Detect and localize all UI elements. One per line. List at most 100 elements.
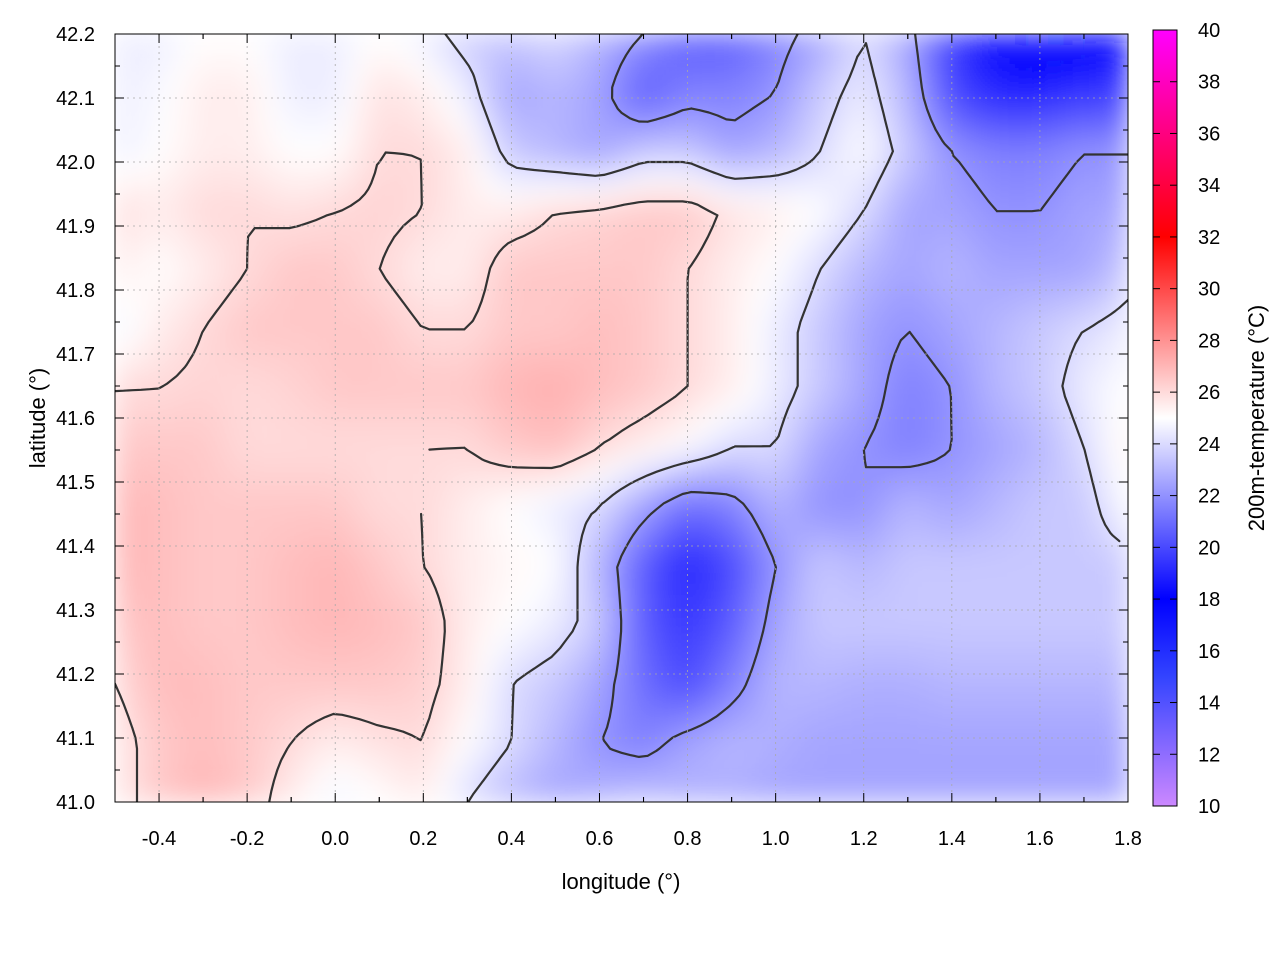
field-cell xyxy=(764,74,777,90)
field-cell xyxy=(378,664,391,680)
field-cell xyxy=(984,280,997,296)
field-cell xyxy=(565,664,578,680)
field-cell xyxy=(598,102,611,117)
field-cell xyxy=(731,60,744,76)
field-cell xyxy=(1050,225,1063,241)
field-cell xyxy=(1050,691,1063,707)
field-cell xyxy=(676,225,689,241)
field-cell xyxy=(621,390,634,405)
field-cell xyxy=(147,746,160,762)
field-cell xyxy=(764,760,777,776)
field-cell xyxy=(136,252,149,268)
field-cell xyxy=(422,74,435,90)
field-cell xyxy=(367,623,380,638)
field-cell xyxy=(279,417,292,433)
field-cell xyxy=(433,774,446,789)
field-cell xyxy=(356,527,369,542)
field-cell xyxy=(367,540,380,556)
field-cell xyxy=(345,431,358,446)
field-cell xyxy=(356,568,369,584)
field-cell xyxy=(786,746,799,762)
field-cell xyxy=(929,390,942,405)
field-cell xyxy=(797,705,810,721)
field-cell xyxy=(609,362,622,378)
field-cell xyxy=(753,198,766,213)
field-cell xyxy=(115,568,127,584)
field-cell xyxy=(1083,746,1096,762)
field-cell xyxy=(510,458,523,474)
field-cell xyxy=(896,691,909,707)
field-cell xyxy=(521,554,534,570)
field-cell xyxy=(125,417,138,433)
field-cell xyxy=(830,431,843,446)
field-cell xyxy=(158,143,171,158)
field-cell xyxy=(874,554,887,570)
field-cell xyxy=(576,609,589,625)
field-cell xyxy=(136,760,149,776)
field-cell xyxy=(852,719,865,734)
field-cell xyxy=(786,664,799,680)
field-cell xyxy=(246,774,259,789)
field-cell xyxy=(378,184,391,200)
field-cell xyxy=(1006,623,1019,638)
field-cell xyxy=(115,225,127,241)
field-cell xyxy=(389,609,402,625)
field-cell xyxy=(279,472,292,488)
field-cell xyxy=(334,431,347,446)
field-cell xyxy=(984,732,997,748)
field-cell xyxy=(115,746,127,762)
field-cell xyxy=(169,184,182,200)
field-cell xyxy=(411,650,424,666)
field-cell xyxy=(665,568,678,584)
field-cell xyxy=(554,499,567,515)
field-cell xyxy=(698,170,711,186)
field-cell xyxy=(764,184,777,200)
field-cell xyxy=(488,499,501,515)
field-cell xyxy=(301,486,314,501)
field-cell xyxy=(973,60,986,76)
field-cell xyxy=(852,335,865,350)
field-cell xyxy=(334,225,347,241)
field-cell xyxy=(676,513,689,529)
field-cell xyxy=(742,636,755,652)
field-cell xyxy=(687,554,700,570)
field-cell xyxy=(466,540,479,556)
field-cell xyxy=(455,678,468,693)
field-cell xyxy=(169,348,182,364)
field-cell xyxy=(742,431,755,446)
field-cell xyxy=(400,527,413,542)
field-cell xyxy=(786,184,799,200)
field-cell xyxy=(521,294,534,309)
field-cell xyxy=(510,34,523,49)
field-cell xyxy=(115,760,127,776)
field-cell xyxy=(180,527,193,542)
field-cell xyxy=(598,678,611,693)
field-cell xyxy=(576,129,589,145)
field-cell xyxy=(1094,184,1107,200)
field-cell xyxy=(587,513,600,529)
field-cell xyxy=(246,636,259,652)
field-cell xyxy=(301,348,314,364)
field-cell xyxy=(896,540,909,556)
field-cell xyxy=(1028,143,1041,158)
field-cell xyxy=(819,47,832,62)
field-cell xyxy=(246,390,259,405)
field-cell xyxy=(742,527,755,542)
field-cell xyxy=(687,417,700,433)
field-cell xyxy=(257,431,270,446)
field-cell xyxy=(797,266,810,282)
field-cell xyxy=(709,540,722,556)
field-cell xyxy=(367,774,380,789)
field-cell xyxy=(819,294,832,309)
field-cell xyxy=(587,458,600,474)
field-cell xyxy=(235,486,248,501)
field-cell xyxy=(753,266,766,282)
field-cell xyxy=(775,527,788,542)
field-cell xyxy=(841,623,854,638)
field-cell xyxy=(323,115,336,131)
field-cell xyxy=(698,582,711,597)
field-cell xyxy=(345,362,358,378)
field-cell xyxy=(224,609,237,625)
field-cell xyxy=(1072,280,1085,296)
field-cell xyxy=(389,444,402,460)
